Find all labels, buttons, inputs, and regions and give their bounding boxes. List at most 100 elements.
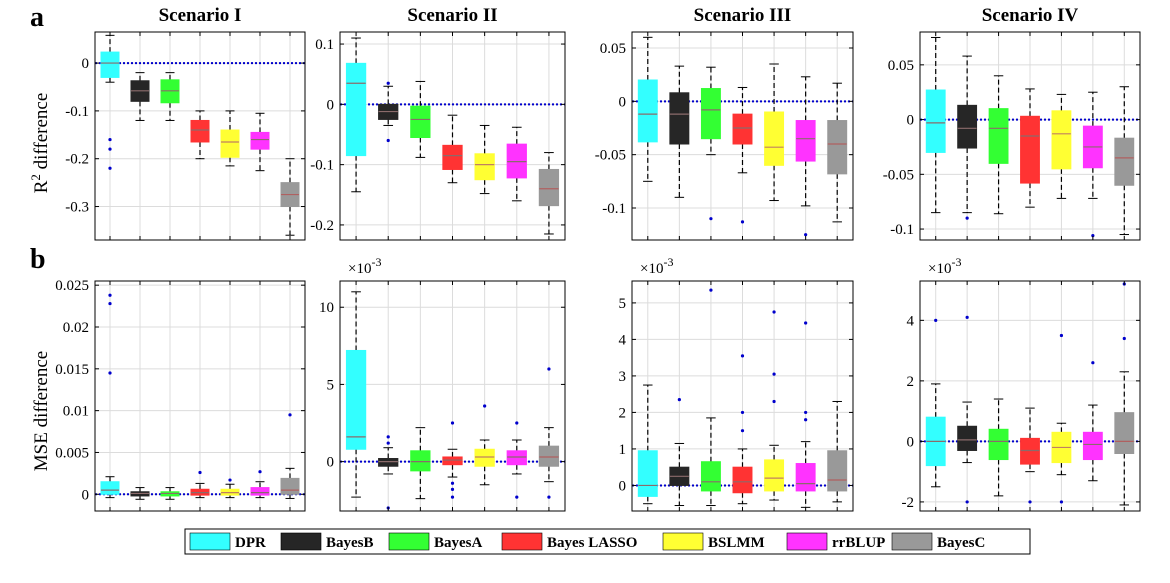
box-bayesb — [130, 72, 150, 121]
y-tick-label: 0 — [327, 97, 335, 113]
outlier-point — [772, 372, 776, 376]
legend-frame — [184, 528, 1031, 555]
legend-swatch — [189, 532, 231, 551]
outlier-point — [228, 478, 232, 482]
y-tick-label: 2 — [907, 374, 915, 390]
outlier-point — [1091, 234, 1095, 238]
box-rrblup — [506, 421, 527, 499]
y-tick-label: 3 — [619, 369, 627, 385]
box-rrblup — [250, 470, 270, 499]
box-iqr — [795, 463, 816, 492]
outlier-point — [804, 418, 808, 422]
box-iqr — [538, 168, 560, 207]
box-bayesc — [827, 82, 848, 223]
outlier-point — [965, 500, 969, 504]
box-iqr — [250, 131, 270, 150]
box-iqr — [1051, 110, 1072, 170]
legend-swatch — [388, 532, 430, 551]
box-iqr — [474, 153, 495, 181]
y-tick-label: -0.05 — [595, 148, 626, 164]
box-bayes-lasso — [190, 470, 210, 499]
y-tick-label: 0.05 — [888, 58, 914, 74]
box-bayesa — [700, 288, 721, 507]
box-dpr — [925, 36, 946, 214]
box-iqr — [925, 89, 946, 153]
y-tick-label: 0.015 — [55, 362, 89, 378]
legend-item-rrblup: rrBLUP — [786, 532, 885, 551]
legend-label: BayesB — [326, 535, 374, 551]
outlier-point — [804, 410, 808, 415]
y-tick-label: -0.1 — [310, 158, 334, 174]
outlier-point — [386, 435, 390, 439]
outlier-point — [1059, 333, 1064, 338]
box-iqr — [1020, 437, 1040, 465]
legend-item-dpr: DPR — [189, 532, 266, 551]
box-iqr — [442, 144, 463, 170]
legend-label: DPR — [235, 535, 266, 551]
box-bayes-lasso — [442, 114, 463, 184]
box-iqr — [190, 119, 210, 143]
y-tick-label: 0 — [907, 113, 915, 129]
box-iqr — [1114, 137, 1135, 186]
outlier-point — [288, 413, 292, 417]
box-iqr — [100, 481, 120, 495]
y-tick-label: 0 — [327, 455, 335, 471]
box-rrblup — [250, 112, 270, 172]
box-bayes-lasso — [732, 354, 753, 505]
y-tick-label: 4 — [907, 313, 915, 329]
y-tick-label: 0 — [82, 487, 90, 503]
box-bslmm — [764, 63, 785, 202]
legend-label: BayesA — [434, 535, 483, 551]
box-bayesb — [669, 398, 690, 507]
y-tick-label: -0.1 — [602, 201, 626, 217]
legend-item-bayesa: BayesA — [388, 532, 483, 551]
box-rrblup — [795, 76, 816, 237]
outlier-point — [450, 481, 455, 485]
box-iqr — [250, 487, 270, 496]
y-tick-label: 0 — [907, 434, 915, 450]
outlier-point — [258, 470, 262, 474]
legend-label: Bayes LASSO — [547, 535, 637, 551]
outlier-point — [515, 421, 519, 425]
outlier-point — [965, 216, 969, 220]
y-tick-label: -0.1 — [65, 104, 89, 120]
box-iqr — [988, 108, 1009, 164]
box-bayes-lasso — [732, 86, 753, 224]
legend-swatch — [280, 532, 322, 551]
box-iqr — [474, 448, 495, 467]
box-bayesa — [160, 72, 180, 121]
box-bayesc — [538, 367, 560, 499]
box-bayesa — [988, 75, 1009, 215]
panel-4: 0.05 0 -0.05 -0.1 Scenario IV — [883, 5, 1141, 241]
box-iqr — [1114, 412, 1135, 455]
box-dpr — [637, 384, 658, 505]
legend-label: BayesC — [937, 535, 985, 551]
panel-title: Scenario I — [159, 5, 242, 26]
outlier-point — [108, 166, 112, 170]
outlier-point — [804, 321, 808, 325]
panel-grid: 0 -0.1 -0.2 -0.3 Scenario I 0.1 0 -0.1 -0.2 Scena… — [55, 5, 1141, 512]
box-bayesa — [410, 427, 431, 500]
box-iqr — [220, 129, 240, 158]
box-dpr — [345, 291, 367, 498]
box-bayesc — [827, 400, 848, 503]
box-bayesb — [669, 65, 690, 198]
legend-label: rrBLUP — [832, 535, 885, 551]
outlier-point — [740, 410, 745, 415]
box-dpr — [100, 293, 120, 499]
outlier-point — [740, 354, 745, 358]
box-iqr — [410, 105, 431, 139]
box-iqr — [827, 120, 848, 175]
box-iqr — [957, 104, 978, 149]
box-bayesc — [280, 413, 300, 499]
outlier-point — [1122, 336, 1126, 341]
r2-difference-ylabel: R2 difference — [28, 93, 52, 194]
outlier-point — [547, 495, 551, 499]
panel-6: 10 5 0 ×10-3 — [319, 255, 566, 512]
box-rrblup — [506, 126, 527, 202]
outlier-point — [108, 137, 112, 142]
axis-scale-multiplier: ×10-3 — [640, 255, 673, 277]
y-tick-label: 5 — [327, 377, 335, 393]
y-tick-label: 0.05 — [600, 41, 626, 57]
